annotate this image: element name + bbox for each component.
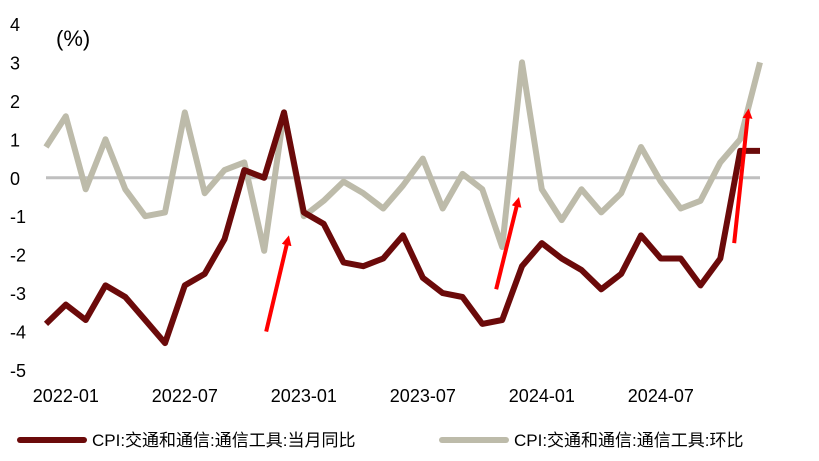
x-tick-label: 2024-01 [509, 386, 575, 406]
y-axis-unit-label: (%) [56, 26, 90, 51]
x-axis-tick-labels: 2022-01 2022-07 2023-01 2023-07 2024-01 2024-… [33, 386, 694, 406]
annotation-arrows [264, 108, 753, 333]
legend: CPI:交通和通信:通信工具:当月同比 CPI:交通和通信:通信工具:环比 [17, 431, 744, 450]
series-layer [43, 59, 763, 347]
series-line-mom [43, 59, 763, 254]
y-tick-label: -2 [10, 246, 26, 266]
x-tick-label: 2023-07 [390, 386, 456, 406]
y-tick-label: -4 [10, 323, 26, 343]
series-line-yoy [43, 109, 760, 347]
y-axis-tick-labels: 4 3 2 1 0 -1 -2 -3 -4 -5 [10, 15, 26, 381]
legend-label-yoy: CPI:交通和通信:通信工具:当月同比 [92, 431, 356, 450]
x-tick-label: 2024-07 [628, 386, 694, 406]
y-tick-label: 3 [10, 53, 20, 73]
annotation-arrow [494, 196, 522, 290]
x-tick-label: 2022-07 [152, 386, 218, 406]
annotation-arrow [732, 108, 753, 244]
y-tick-label: 4 [10, 15, 20, 35]
y-tick-label: -5 [10, 361, 26, 381]
y-tick-label: -3 [10, 284, 26, 304]
legend-label-mom: CPI:交通和通信:通信工具:环比 [514, 431, 744, 450]
y-tick-label: -1 [10, 207, 26, 227]
y-tick-label: 0 [10, 169, 20, 189]
annotation-arrow [264, 235, 292, 333]
y-tick-label: 1 [10, 130, 20, 150]
x-tick-label: 2023-01 [271, 386, 337, 406]
x-tick-label: 2022-01 [33, 386, 99, 406]
y-tick-label: 2 [10, 92, 20, 112]
